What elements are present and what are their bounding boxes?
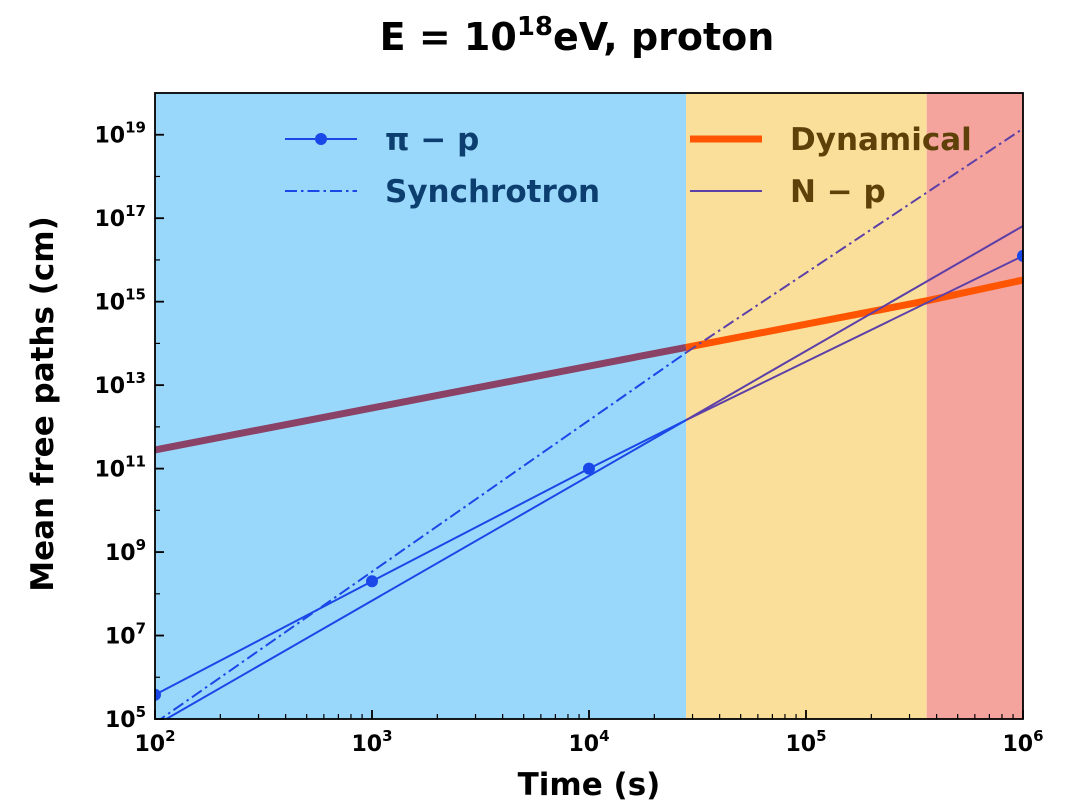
series-dynamical-segment-2 xyxy=(685,276,1023,351)
series-n-p-segment-2 xyxy=(685,225,1023,421)
y-tick-label: 1015 xyxy=(95,286,147,316)
x-tick-label: 106 xyxy=(1002,727,1043,757)
y-tick-label: 1019 xyxy=(95,119,147,149)
series-dynamical-segment-1 xyxy=(155,343,687,454)
background-region-3 xyxy=(926,93,1023,719)
x-tick-label: 104 xyxy=(568,727,609,757)
chart-title: E = 1018eV, proton xyxy=(380,12,775,59)
legend-p-marker xyxy=(315,133,327,145)
series-synchrotron-segment-1 xyxy=(158,351,687,719)
title-rest: eV, proton xyxy=(553,15,774,59)
background-region-1 xyxy=(155,93,687,719)
legend-n-p-label: N − p xyxy=(790,174,886,210)
legend-p-label: π − p xyxy=(385,122,479,158)
x-tick-label: 102 xyxy=(134,727,175,757)
legend: π − p Synchrotron Dynamical N − p xyxy=(285,122,972,210)
series-p-segment-2 xyxy=(685,255,1023,421)
series-p-point-2 xyxy=(366,575,378,588)
y-tick-label: 105 xyxy=(105,703,146,733)
y-tick-label: 109 xyxy=(105,536,146,566)
series-p-point-4 xyxy=(1017,249,1023,262)
x-axis-label: Time (s) xyxy=(518,767,661,800)
series-p-segment-1 xyxy=(155,419,687,696)
plot-area xyxy=(155,93,1023,719)
y-tick-label: 1013 xyxy=(95,369,147,399)
y-tick-label: 1011 xyxy=(95,453,147,483)
x-tick-label: 103 xyxy=(351,727,392,757)
title-exponent: 18 xyxy=(517,12,553,42)
y-tick-label: 1017 xyxy=(95,202,147,232)
background-region-2 xyxy=(686,93,927,719)
y-axis-label: Mean free paths (cm) xyxy=(25,216,61,592)
series-n-p-segment-1 xyxy=(164,419,687,719)
y-tick-label: 107 xyxy=(105,620,146,650)
series-p-point-3 xyxy=(583,462,595,475)
axes: 102 103 104 105 106 105 107 109 1011 1013 1015 1017… xyxy=(95,92,1044,757)
legend-synchrotron-label: Synchrotron xyxy=(385,174,600,210)
series-p-point-1 xyxy=(155,688,161,701)
x-tick-label: 105 xyxy=(785,727,826,757)
title-base: E = 10 xyxy=(380,15,517,59)
legend-dynamical-label: Dynamical xyxy=(790,122,972,158)
